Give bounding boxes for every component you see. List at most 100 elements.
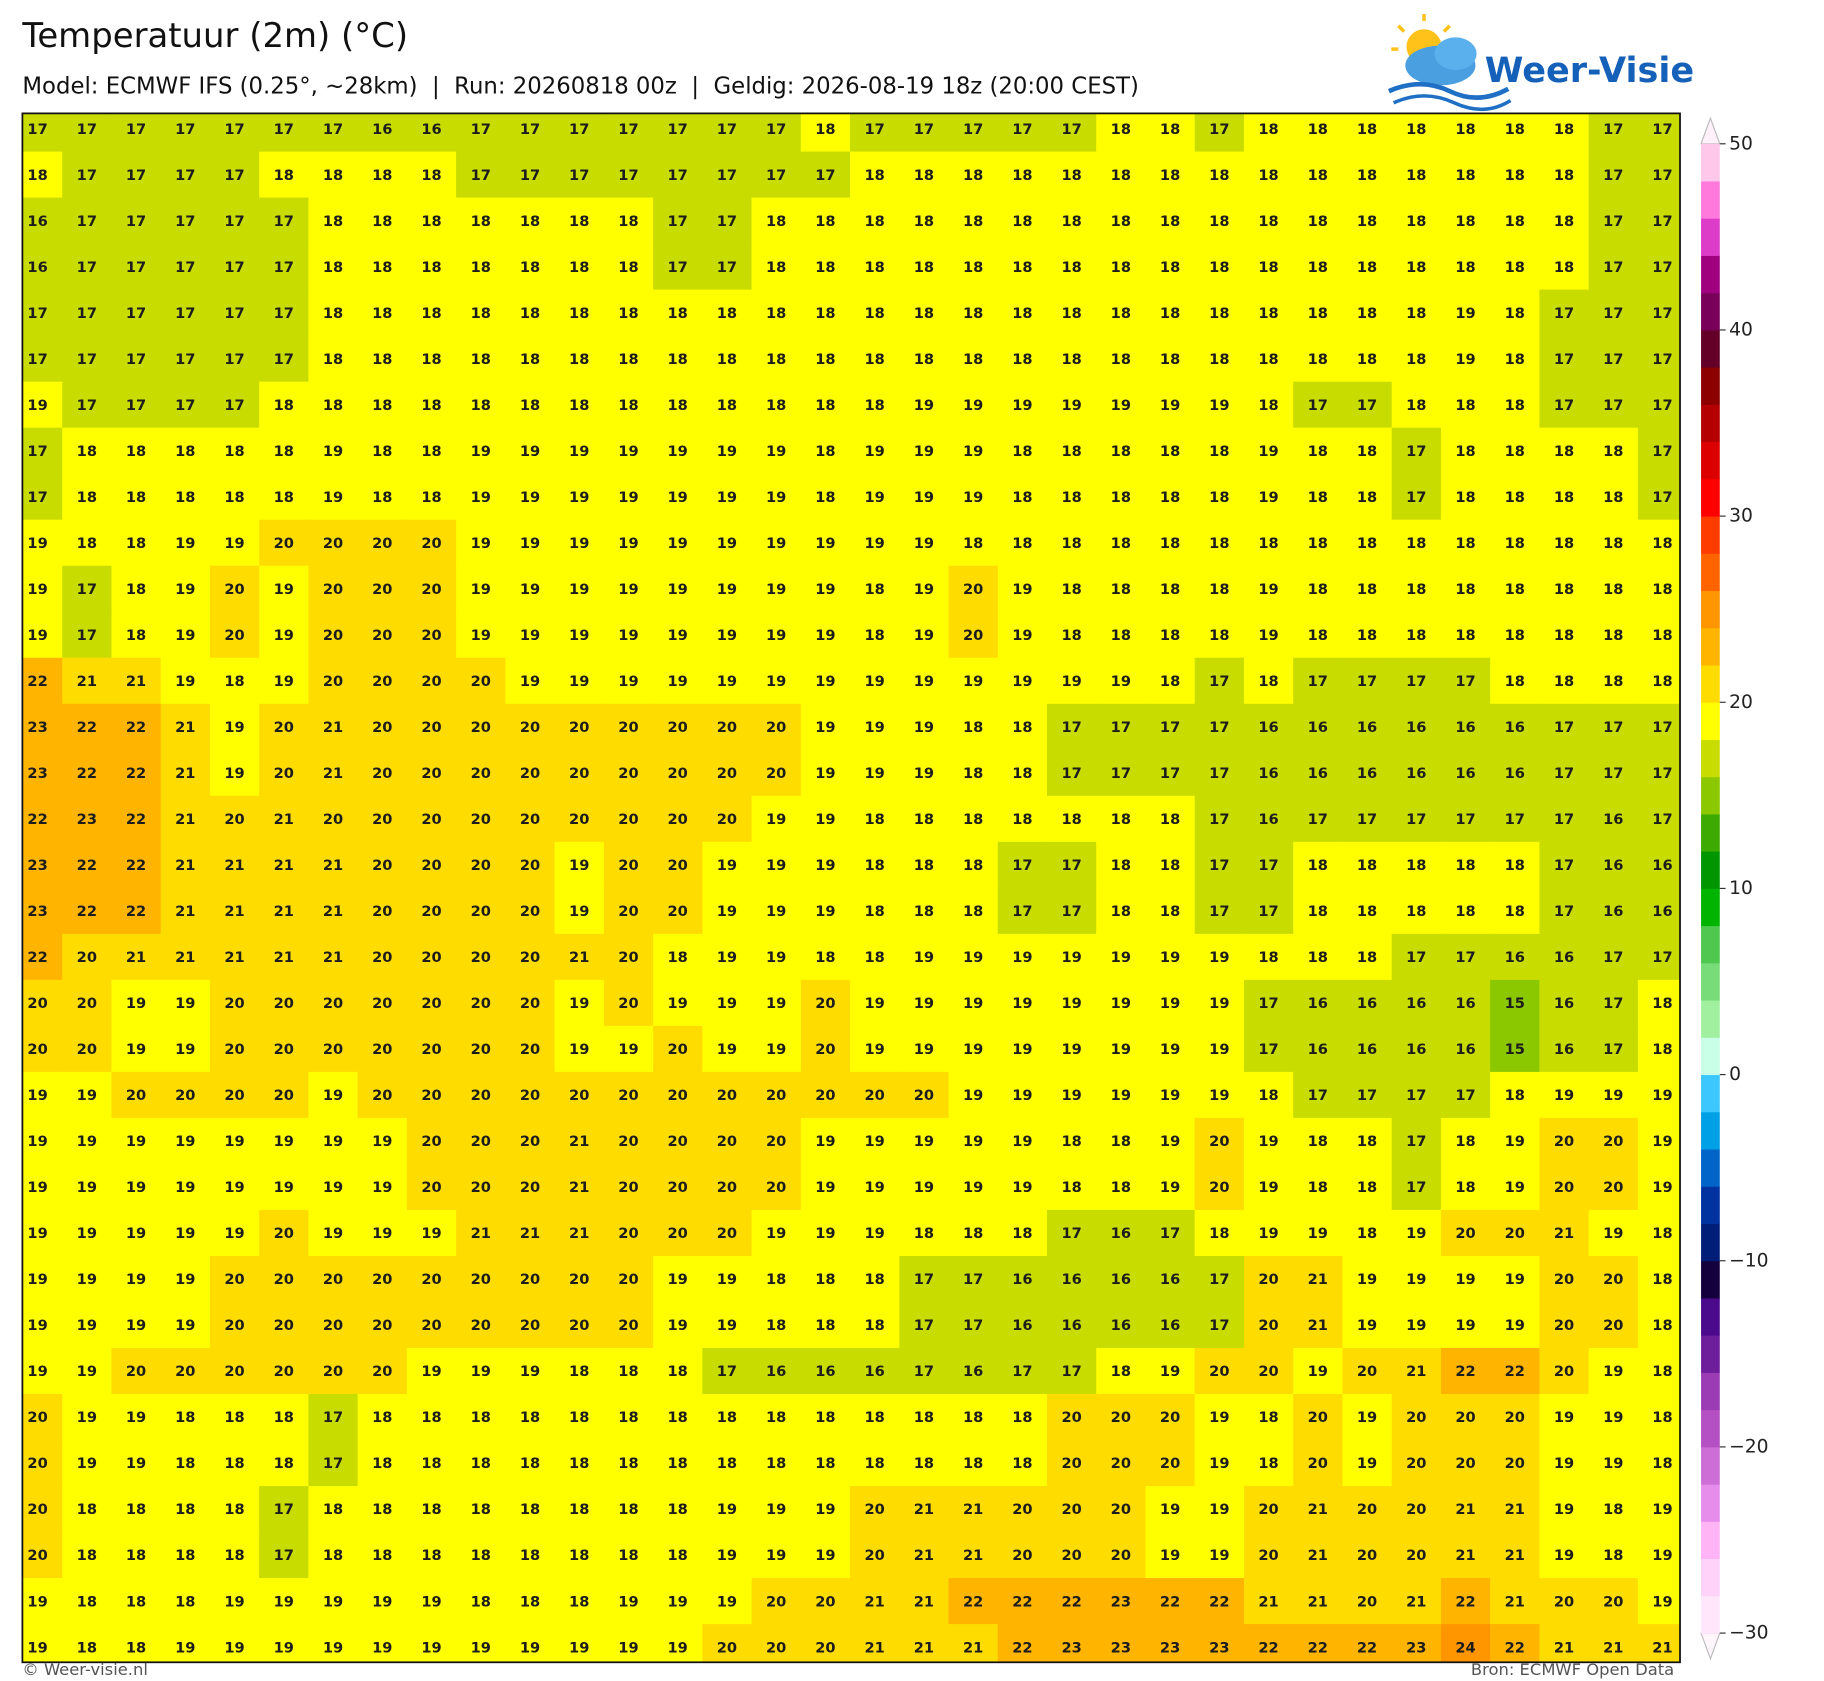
temperature-label: 19 bbox=[1061, 1041, 1081, 1058]
temperature-label: 17 bbox=[1603, 305, 1623, 322]
temperature-label: 18 bbox=[815, 1317, 835, 1334]
temperature-label: 18 bbox=[1406, 121, 1426, 138]
temperature-label: 18 bbox=[224, 1409, 244, 1426]
temperature-cell bbox=[603, 1255, 654, 1303]
temperature-cell bbox=[850, 151, 900, 199]
temperature-cell bbox=[209, 243, 260, 291]
temperature-label: 18 bbox=[1406, 535, 1426, 552]
temperature-label: 18 bbox=[815, 213, 835, 230]
temperature-label: 18 bbox=[1455, 167, 1475, 184]
temperature-label: 21 bbox=[1554, 1225, 1574, 1242]
colorbar-band bbox=[1701, 143, 1720, 182]
temperature-label: 18 bbox=[1061, 305, 1081, 322]
temperature-label: 17 bbox=[717, 259, 737, 276]
temperature-label: 18 bbox=[1012, 213, 1032, 230]
temperature-label: 18 bbox=[1111, 213, 1131, 230]
temperature-label: 17 bbox=[77, 627, 97, 644]
temperature-cell bbox=[406, 335, 457, 383]
temperature-cell bbox=[1342, 1071, 1393, 1119]
temperature-label: 18 bbox=[1111, 121, 1131, 138]
temperature-label: 18 bbox=[1455, 443, 1475, 460]
temperature-label: 20 bbox=[421, 903, 441, 920]
temperature-cell bbox=[1293, 887, 1344, 935]
colorbar-extend-top bbox=[1700, 116, 1721, 145]
temperature-label: 19 bbox=[766, 581, 786, 598]
temperature-cell bbox=[1096, 1071, 1147, 1119]
temperature-cell bbox=[850, 381, 900, 429]
temperature-label: 17 bbox=[1603, 397, 1623, 414]
temperature-cell bbox=[1637, 795, 1681, 843]
temperature-label: 18 bbox=[815, 1271, 835, 1288]
temperature-label: 20 bbox=[471, 857, 491, 874]
temperature-cell bbox=[653, 887, 704, 935]
temperature-cell bbox=[1391, 565, 1442, 613]
logo-wave bbox=[1392, 94, 1512, 112]
temperature-label: 19 bbox=[1357, 1409, 1377, 1426]
temperature-cell bbox=[751, 113, 802, 153]
temperature-cell bbox=[1243, 565, 1294, 613]
temperature-label: 19 bbox=[323, 1225, 343, 1242]
temperature-cell bbox=[456, 473, 507, 521]
temperature-cell bbox=[259, 795, 310, 843]
temperature-label: 20 bbox=[520, 1271, 540, 1288]
temperature-label: 17 bbox=[1308, 1087, 1328, 1104]
temperature-label: 17 bbox=[520, 167, 540, 184]
temperature-label: 18 bbox=[1209, 581, 1229, 598]
temperature-label: 18 bbox=[569, 305, 589, 322]
temperature-cell bbox=[1145, 657, 1196, 705]
temperature-label: 20 bbox=[618, 995, 638, 1012]
temperature-label: 22 bbox=[1061, 1593, 1081, 1610]
temperature-cell bbox=[259, 113, 310, 153]
temperature-cell bbox=[357, 289, 408, 337]
temperature-label: 20 bbox=[274, 1087, 294, 1104]
temperature-cell bbox=[1490, 1209, 1541, 1257]
temperature-label: 18 bbox=[1357, 213, 1377, 230]
temperature-cell bbox=[1047, 427, 1097, 475]
temperature-cell bbox=[1342, 565, 1393, 613]
temperature-label: 18 bbox=[471, 1501, 491, 1518]
temperature-label: 18 bbox=[1357, 167, 1377, 184]
temperature-label: 19 bbox=[618, 535, 638, 552]
temperature-cell bbox=[800, 1117, 851, 1165]
temperature-cell bbox=[554, 657, 605, 705]
temperature-cell bbox=[702, 473, 753, 521]
temperature-cell bbox=[1391, 933, 1442, 981]
temperature-cell bbox=[899, 1209, 950, 1257]
temperature-label: 18 bbox=[1357, 857, 1377, 874]
temperature-label: 20 bbox=[815, 1087, 835, 1104]
temperature-cell bbox=[653, 979, 704, 1027]
temperature-label: 18 bbox=[1012, 1225, 1032, 1242]
temperature-label: 20 bbox=[224, 1317, 244, 1334]
temperature-cell bbox=[160, 519, 211, 567]
temperature-cell bbox=[1391, 289, 1442, 337]
temperature-label: 18 bbox=[914, 811, 934, 828]
temperature-cell bbox=[653, 335, 704, 383]
temperature-cell bbox=[751, 565, 802, 613]
temperature-cell bbox=[1194, 197, 1245, 245]
temperature-label: 20 bbox=[618, 1087, 638, 1104]
temperature-label: 17 bbox=[1357, 397, 1377, 414]
temperature-cell bbox=[997, 1025, 1048, 1073]
temperature-label: 17 bbox=[471, 121, 491, 138]
temperature-label: 17 bbox=[1554, 351, 1574, 368]
temperature-cell bbox=[259, 1025, 310, 1073]
temperature-label: 18 bbox=[1258, 397, 1278, 414]
temperature-label: 18 bbox=[815, 305, 835, 322]
temperature-label: 22 bbox=[1455, 1363, 1475, 1380]
temperature-label: 17 bbox=[126, 167, 146, 184]
temperature-cell bbox=[1096, 1209, 1147, 1257]
temperature-label: 18 bbox=[175, 489, 195, 506]
temperature-cell bbox=[1342, 887, 1393, 935]
temperature-cell bbox=[62, 519, 113, 567]
temperature-label: 18 bbox=[175, 1455, 195, 1472]
colorbar-band bbox=[1701, 851, 1720, 889]
temperature-label: 20 bbox=[274, 765, 294, 782]
temperature-label: 20 bbox=[323, 535, 343, 552]
temperature-label: 20 bbox=[323, 811, 343, 828]
temperature-label: 16 bbox=[1603, 857, 1623, 874]
temperature-cell bbox=[1194, 381, 1245, 429]
temperature-label: 17 bbox=[1258, 857, 1278, 874]
temperature-label: 16 bbox=[963, 1363, 983, 1380]
temperature-cell bbox=[1145, 703, 1196, 751]
colorbar-band bbox=[1701, 1297, 1720, 1336]
